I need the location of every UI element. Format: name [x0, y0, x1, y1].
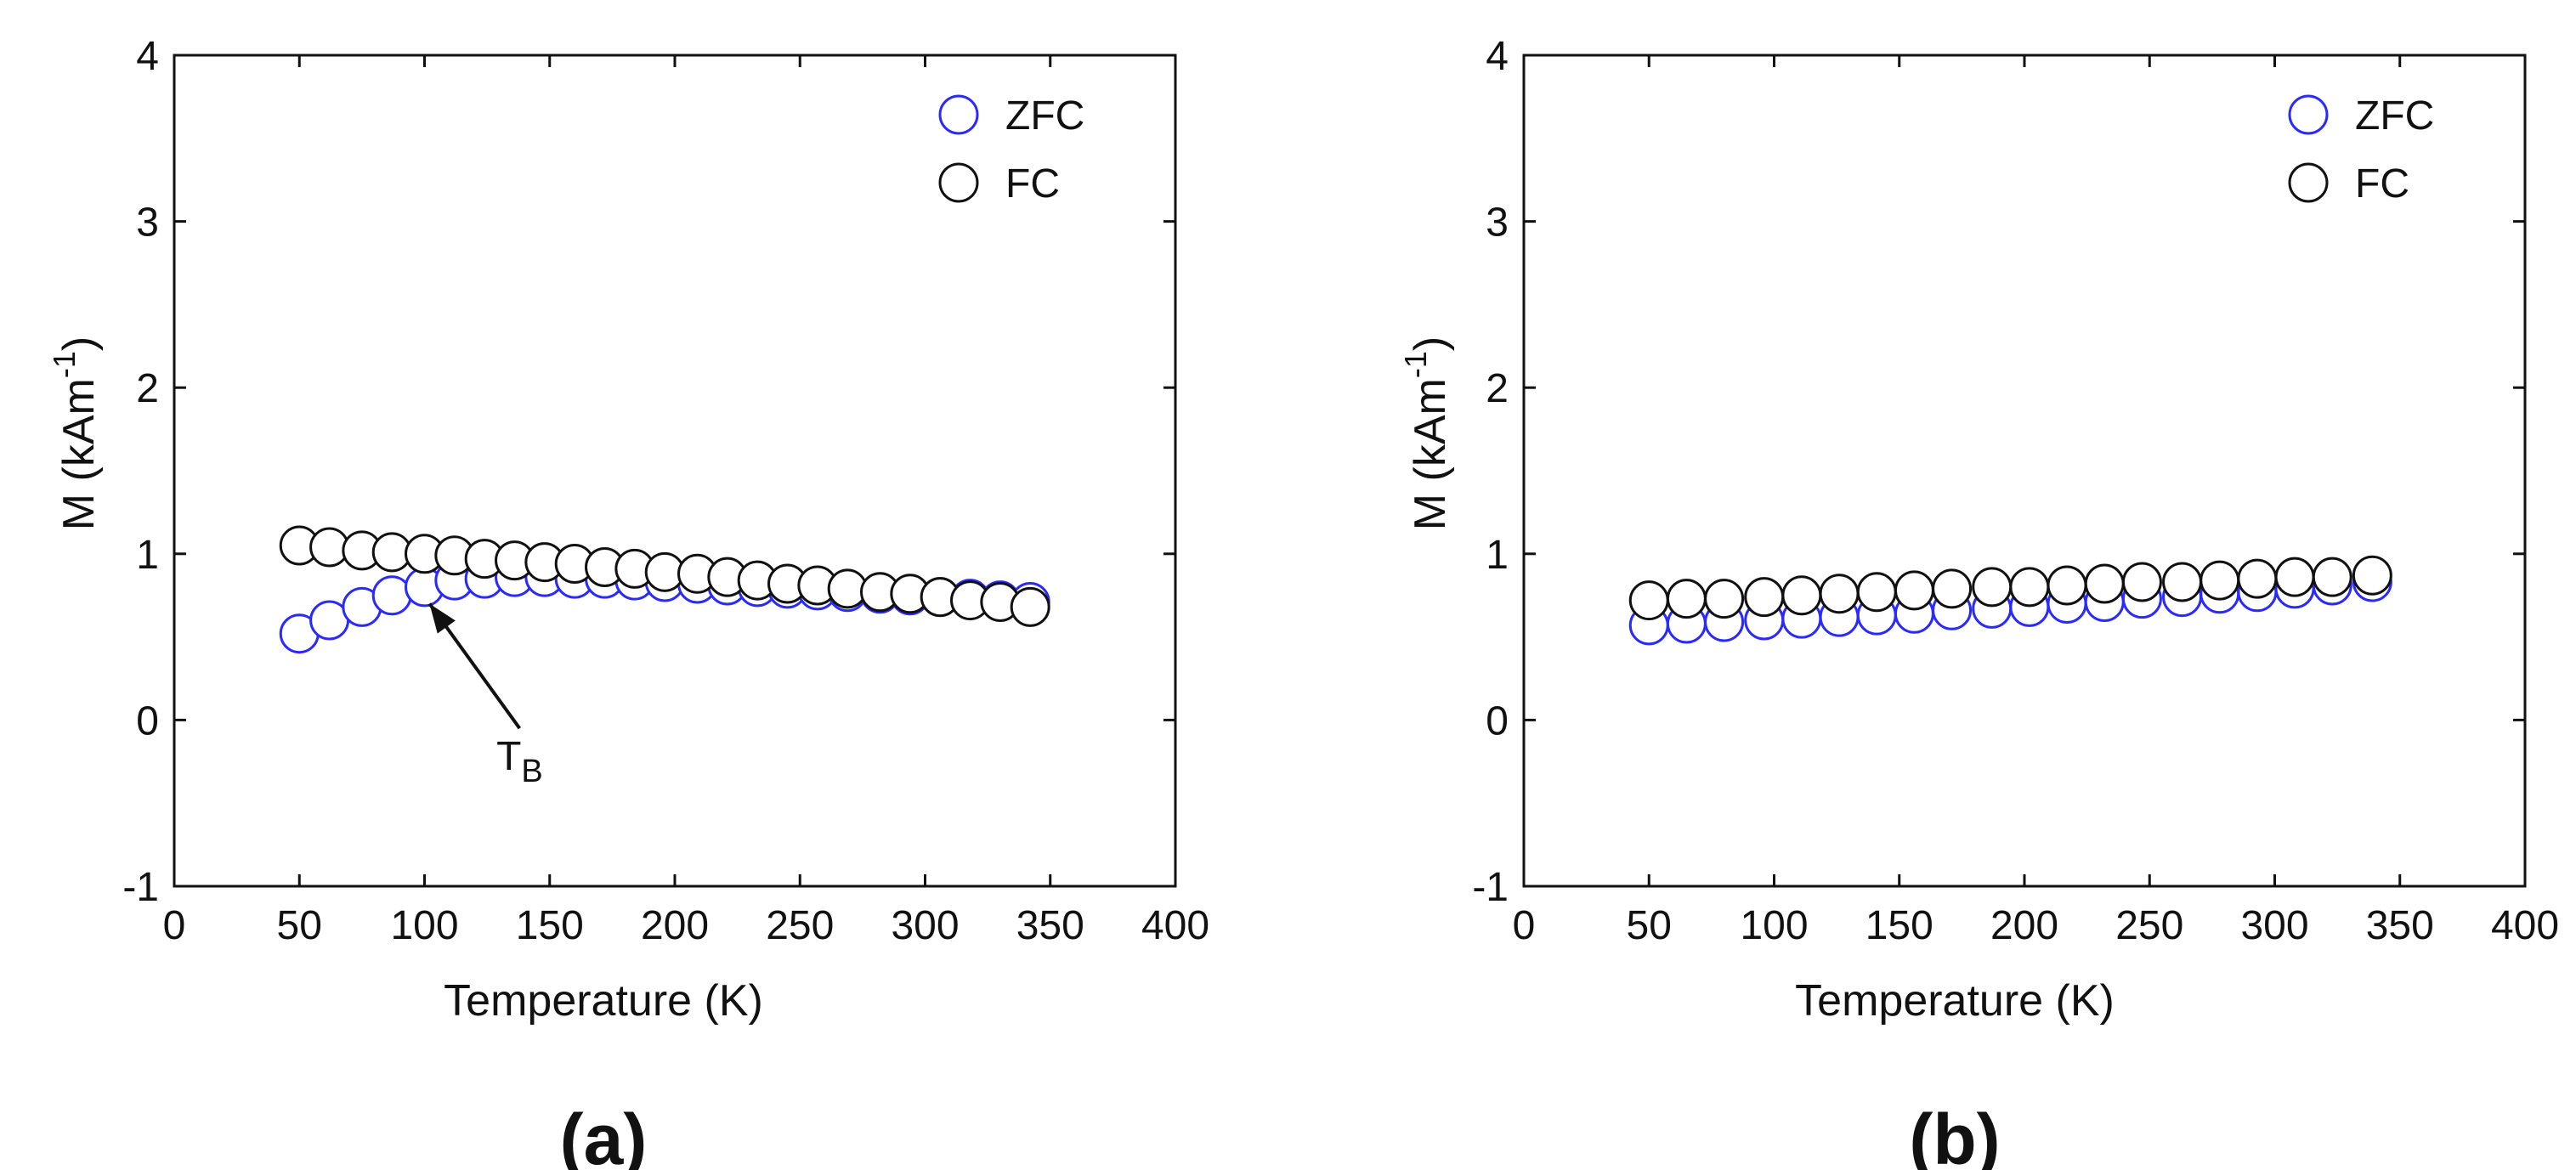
y-axis-title-close: ) — [1406, 336, 1455, 351]
x-tick-label: 350 — [1016, 903, 1084, 948]
x-tick-label: 200 — [641, 903, 709, 948]
data-point-fc — [1894, 570, 1934, 611]
data-point-fc — [1666, 579, 1707, 619]
annotation-tb-main: T — [496, 734, 521, 779]
x-tick-label: 0 — [163, 903, 186, 948]
legend-label-zfc: ZFC — [2355, 93, 2434, 138]
data-point-fc — [1744, 577, 1785, 618]
x-tick-label: 150 — [516, 903, 584, 948]
annotation-arrow-head — [429, 603, 456, 634]
x-tick-label: 400 — [1141, 903, 1209, 948]
y-axis-title-unit-sup: -1 — [47, 351, 82, 378]
legend-marker-zfc — [2288, 94, 2329, 135]
y-tick-label: 1 — [136, 533, 159, 578]
y-tick-label: 0 — [136, 698, 159, 743]
annotation-tb: TB — [496, 734, 543, 789]
y-tick-label: 1 — [1486, 533, 1509, 578]
data-point-zfc — [371, 575, 412, 616]
y-axis-title-main: M (kAm — [54, 378, 104, 530]
legend-marker-zfc — [938, 94, 979, 135]
data-point-fc — [2009, 567, 2050, 608]
data-point-fc — [2200, 560, 2240, 601]
chart-panel-a: (a) Temperature (K) M (kAm-1) TB 0 50 100 1… — [47, 34, 1209, 1170]
x-tick-label: 350 — [2366, 903, 2434, 948]
legend-marker-fc — [938, 162, 979, 203]
y-axis-title-main: M (kAm — [1406, 378, 1455, 530]
y-tick-label: 2 — [1486, 366, 1509, 411]
panel-label: (b) — [1909, 1099, 2000, 1170]
data-point-fc — [2274, 557, 2315, 597]
data-point-fc — [2047, 565, 2087, 606]
x-axis-title: Temperature (K) — [1795, 976, 2115, 1026]
data-point-fc — [1856, 572, 1897, 613]
y-tick-label: 3 — [136, 201, 159, 246]
data-point-fc — [2162, 562, 2203, 602]
data-point-fc — [1781, 575, 1822, 616]
y-axis-title: M (kAm-1) — [47, 336, 104, 530]
y-tick-label: 0 — [1486, 698, 1509, 743]
data-point-fc — [2312, 557, 2352, 597]
y-tick-label: 4 — [1486, 34, 1509, 79]
x-tick-label: 300 — [2240, 903, 2308, 948]
data-point-fc — [2121, 562, 2162, 602]
legend: ZFC FC — [2288, 93, 2434, 206]
y-tick-label: 4 — [136, 34, 159, 79]
y-tick-label: 3 — [1486, 201, 1509, 246]
legend-label-zfc: ZFC — [1005, 93, 1084, 138]
x-tick-label: 250 — [2115, 903, 2183, 948]
y-tick-label: 2 — [136, 366, 159, 411]
legend: ZFC FC — [938, 93, 1084, 206]
data-point-fc — [2352, 555, 2392, 596]
x-tick-label: 300 — [891, 903, 959, 948]
data-point-fc — [1972, 567, 2013, 608]
x-tick-label: 0 — [1513, 903, 1536, 948]
x-axis-title: Temperature (K) — [444, 976, 763, 1026]
x-tick-label: 150 — [1865, 903, 1933, 948]
data-point-fc — [1932, 568, 1973, 609]
legend-marker-fc — [2288, 162, 2329, 203]
y-axis-title: M (kAm-1) — [1398, 336, 1455, 530]
data-point-fc — [2237, 558, 2278, 599]
y-tick-label: -1 — [122, 865, 159, 910]
data-point-fc — [1819, 574, 1860, 614]
series-fc — [1628, 555, 2392, 621]
x-tick-label: 50 — [277, 903, 322, 948]
data-point-fc — [1704, 579, 1745, 619]
annotation-tb-sub: B — [521, 754, 542, 789]
x-tick-label: 100 — [390, 903, 458, 948]
data-point-fc — [2084, 563, 2125, 604]
y-tick-label: -1 — [1472, 865, 1509, 910]
x-tick-label: 100 — [1740, 903, 1808, 948]
y-axis-title-unit-sup: -1 — [1398, 351, 1433, 378]
data-point-fc — [1010, 586, 1050, 627]
chart-panel-b: (b) Temperature (K) M (kAm-1) 0 50 100 150 2… — [1398, 34, 2559, 1170]
panel-label: (a) — [560, 1099, 648, 1170]
y-axis-title-close: ) — [54, 336, 104, 351]
x-tick-label: 200 — [1990, 903, 2058, 948]
series-fc — [279, 525, 1050, 627]
data-point-fc — [1628, 580, 1669, 621]
x-tick-label: 400 — [2491, 903, 2559, 948]
legend-label-fc: FC — [1005, 161, 1060, 206]
x-tick-label: 250 — [766, 903, 834, 948]
legend-label-fc: FC — [2355, 161, 2409, 206]
x-tick-label: 50 — [1627, 903, 1672, 948]
